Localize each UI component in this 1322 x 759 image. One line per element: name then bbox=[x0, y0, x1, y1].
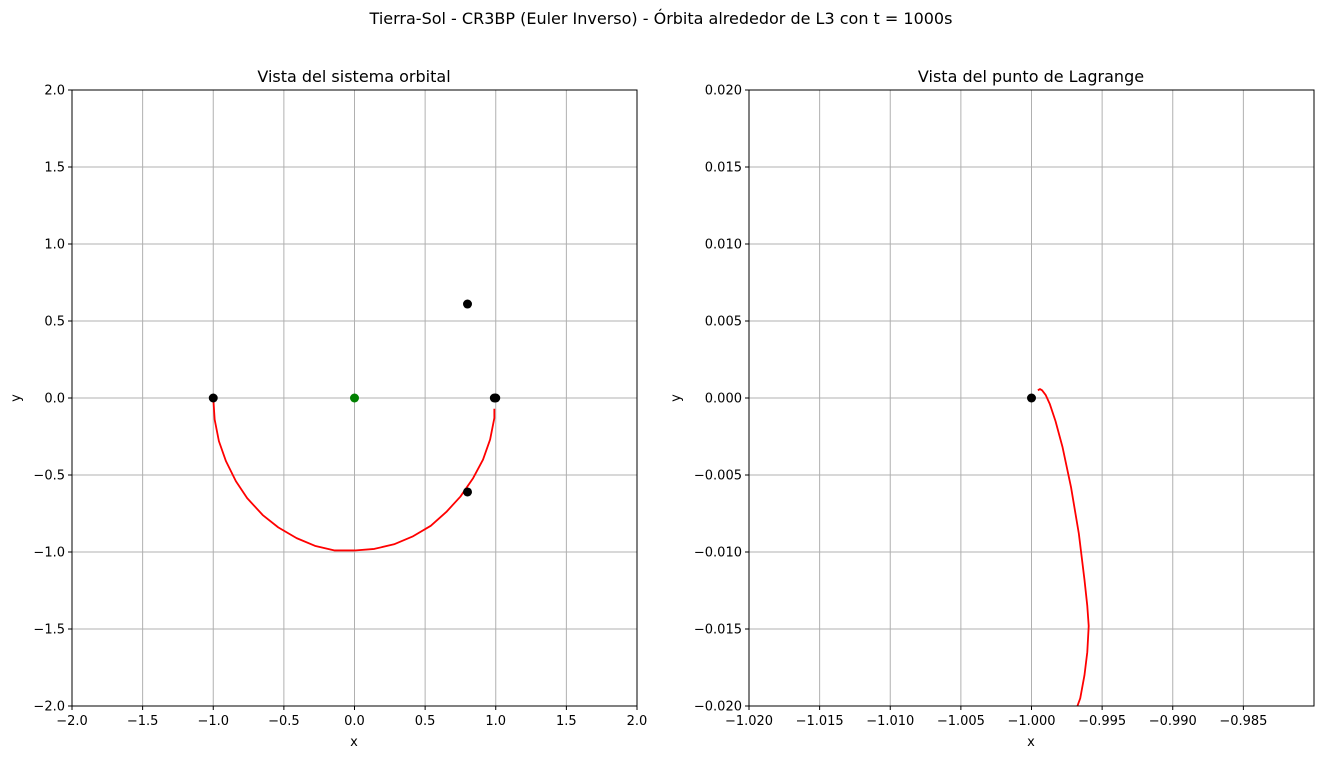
figure-suptitle: Tierra-Sol - CR3BP (Euler Inverso) - Órb… bbox=[369, 9, 953, 28]
x-tick-label: 2.0 bbox=[627, 714, 648, 729]
y-tick-label: 0.000 bbox=[705, 392, 742, 407]
body-point bbox=[1027, 393, 1036, 403]
x-tick-label: −2.0 bbox=[56, 714, 88, 729]
x-axis-label-orbital: x bbox=[350, 735, 358, 750]
x-tick-label: 0.5 bbox=[415, 714, 436, 729]
y-axis-label-orbital: y bbox=[9, 394, 24, 402]
y-tick-label: 2.0 bbox=[44, 84, 65, 99]
body-point bbox=[463, 299, 472, 309]
x-ticks-orbital: −2.0 −1.5 −1.0 −0.5 0.0 0.5 1.0 1.5 2.0 bbox=[56, 706, 647, 729]
y-tick-label: −1.5 bbox=[33, 623, 65, 638]
x-tick-label: −0.5 bbox=[268, 714, 300, 729]
plot-lagrange-point: Vista del punto de Lagrange −1.020 −1.015… bbox=[669, 67, 1315, 750]
series-layer-orbital bbox=[208, 299, 501, 552]
y-tick-label: 0.005 bbox=[705, 315, 742, 330]
y-tick-label: −0.005 bbox=[694, 469, 742, 484]
y-tick-label: 0.5 bbox=[44, 315, 65, 330]
x-tick-label: −1.0 bbox=[197, 714, 229, 729]
y-tick-label: 0.020 bbox=[705, 84, 742, 99]
x-tick-label: −0.995 bbox=[1078, 714, 1126, 729]
x-tick-label: −1.000 bbox=[1007, 714, 1055, 729]
y-tick-label: 0.0 bbox=[44, 392, 65, 407]
x-tick-label: −0.990 bbox=[1149, 714, 1197, 729]
body-point bbox=[463, 487, 472, 497]
x-tick-label: −1.010 bbox=[866, 714, 914, 729]
series-layer-lagrange bbox=[1027, 388, 1090, 706]
x-tick-label: −1.005 bbox=[937, 714, 985, 729]
x-tick-label: −1.5 bbox=[127, 714, 159, 729]
x-tick-label: 1.5 bbox=[556, 714, 577, 729]
y-tick-label: 0.015 bbox=[705, 161, 742, 176]
x-ticks-lagrange: −1.020 −1.015 −1.010 −1.005 −1.000 −0.995 −0.9… bbox=[725, 706, 1267, 729]
y-axis-label-lagrange: y bbox=[669, 394, 684, 402]
plot-title-lagrange: Vista del punto de Lagrange bbox=[918, 67, 1144, 86]
x-tick-label: 1.0 bbox=[485, 714, 506, 729]
y-ticks-orbital: −2.0 −1.5 −1.0 −0.5 0.0 0.5 1.0 1.5 2.0 bbox=[33, 84, 72, 715]
y-tick-label: −0.010 bbox=[694, 546, 742, 561]
y-tick-label: −2.0 bbox=[33, 700, 65, 715]
plot-title-orbital: Vista del sistema orbital bbox=[257, 67, 450, 86]
y-tick-label: −0.015 bbox=[694, 623, 742, 638]
trajectory-line bbox=[1037, 388, 1090, 706]
y-tick-label: 0.010 bbox=[705, 238, 742, 253]
plot-area bbox=[208, 299, 501, 552]
barycenter-point bbox=[350, 393, 359, 403]
x-tick-label: −1.020 bbox=[725, 714, 773, 729]
x-axis-label-lagrange: x bbox=[1027, 735, 1035, 750]
trajectory-line bbox=[212, 397, 496, 552]
body-point bbox=[491, 393, 501, 403]
y-ticks-lagrange: −0.020 −0.015 −0.010 −0.005 0.000 0.005 0.010 0… bbox=[694, 84, 749, 715]
plot-orbital-system: Vista del sistema orbital −2.0 −1.5 −1.0 −0… bbox=[9, 67, 647, 750]
body-point bbox=[208, 393, 218, 403]
plot-area bbox=[1027, 388, 1090, 706]
y-tick-label: −0.020 bbox=[694, 700, 742, 715]
y-tick-label: 1.0 bbox=[44, 238, 65, 253]
y-tick-label: −0.5 bbox=[33, 469, 65, 484]
x-tick-label: −0.985 bbox=[1219, 714, 1267, 729]
y-tick-label: 1.5 bbox=[44, 161, 65, 176]
x-tick-label: 0.0 bbox=[344, 714, 365, 729]
x-tick-label: −1.015 bbox=[796, 714, 844, 729]
y-tick-label: −1.0 bbox=[33, 546, 65, 561]
